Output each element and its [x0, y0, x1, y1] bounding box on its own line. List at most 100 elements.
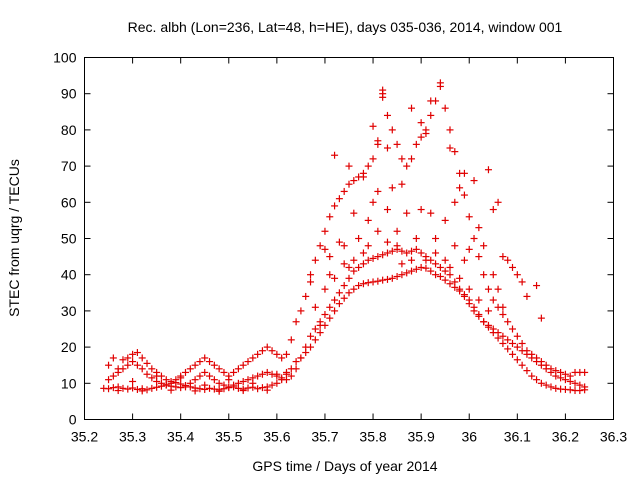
- data-point: [379, 276, 387, 284]
- data-point: [475, 296, 483, 304]
- data-point: [374, 253, 382, 261]
- data-point: [537, 358, 545, 366]
- data-point: [422, 256, 430, 264]
- data-point: [244, 376, 252, 384]
- y-tick-label: 60: [61, 194, 77, 210]
- data-point: [133, 385, 141, 393]
- data-point: [523, 347, 531, 355]
- data-point: [480, 242, 488, 250]
- data-point: [422, 264, 430, 272]
- data-point: [412, 235, 420, 242]
- data-point: [172, 376, 180, 384]
- data-point: [138, 354, 146, 362]
- data-point: [383, 275, 391, 283]
- data-point: [499, 332, 507, 340]
- data-point: [504, 336, 512, 344]
- data-point: [379, 251, 387, 259]
- data-point: [109, 354, 117, 362]
- data-point: [302, 343, 310, 351]
- data-point: [393, 273, 401, 281]
- data-point: [181, 383, 189, 391]
- data-point: [379, 90, 387, 98]
- data-point: [513, 271, 521, 279]
- y-tick-label: 20: [61, 339, 77, 355]
- data-point: [129, 350, 137, 358]
- data-point: [388, 184, 396, 192]
- data-point: [114, 365, 122, 373]
- data-point: [268, 347, 276, 355]
- data-point: [427, 267, 435, 275]
- data-point: [552, 384, 560, 392]
- data-point: [124, 385, 132, 393]
- data-point: [340, 260, 348, 268]
- data-point: [451, 242, 459, 250]
- data-point: [518, 361, 526, 369]
- y-tick-label: 10: [61, 375, 77, 391]
- data-point: [484, 307, 492, 315]
- data-point: [403, 249, 411, 257]
- data-point: [460, 169, 468, 177]
- data-point: [557, 368, 565, 376]
- data-point: [249, 379, 257, 387]
- data-point: [451, 148, 459, 156]
- data-point: [273, 370, 281, 378]
- data-point: [297, 307, 305, 315]
- x-tick-label: 36.1: [504, 429, 531, 445]
- data-point: [364, 256, 372, 264]
- data-point: [321, 227, 329, 235]
- data-point: [239, 387, 247, 395]
- data-point: [326, 253, 334, 261]
- data-point: [408, 155, 416, 163]
- y-axis-label: STEC from uqrg / TECUs: [6, 159, 22, 317]
- data-point: [489, 296, 497, 304]
- data-point: [345, 289, 353, 297]
- data-point: [230, 381, 238, 389]
- data-point: [427, 97, 435, 105]
- data-point: [114, 387, 122, 395]
- data-point: [460, 191, 468, 199]
- data-point: [225, 383, 233, 391]
- data-point: [326, 213, 334, 221]
- data-point: [215, 365, 223, 373]
- x-axis: 35.2 35.3 35.4 35.5 35.6 35.7 35.8 35.9 36 36.1 36…: [71, 57, 627, 445]
- data-point: [278, 354, 286, 362]
- data-point: [581, 383, 589, 391]
- data-point: [148, 384, 156, 392]
- data-point: [436, 273, 444, 281]
- data-point: [398, 271, 406, 279]
- data-point: [109, 384, 117, 392]
- y-tick-label: 50: [61, 231, 77, 247]
- data-point: [513, 343, 521, 351]
- data-point: [278, 374, 286, 382]
- data-point: [311, 325, 319, 333]
- data-point: [129, 358, 137, 366]
- data-point: [292, 365, 300, 373]
- data-point: [191, 376, 199, 384]
- data-point: [566, 372, 574, 380]
- data-point: [509, 325, 517, 333]
- data-point: [374, 227, 382, 235]
- data-point: [393, 140, 401, 148]
- data-point: [446, 263, 454, 271]
- data-point: [571, 379, 579, 387]
- data-point: [355, 282, 363, 290]
- data-point: [441, 256, 449, 264]
- x-tick-label: 36: [461, 429, 477, 445]
- data-point: [369, 254, 377, 262]
- data-point: [119, 356, 127, 364]
- data-point: [273, 379, 281, 387]
- data-point: [340, 242, 348, 250]
- data-point: [220, 368, 228, 376]
- data-point: [119, 384, 127, 392]
- data-point: [484, 285, 492, 293]
- data-point: [504, 318, 512, 326]
- data-point: [412, 140, 420, 148]
- data-point: [345, 162, 353, 170]
- data-point: [518, 278, 526, 286]
- data-point: [109, 372, 117, 380]
- data-point: [581, 368, 589, 376]
- x-tick-label: 35.3: [119, 429, 146, 445]
- data-point: [258, 347, 266, 355]
- data-point: [417, 263, 425, 271]
- data-point: [263, 368, 271, 376]
